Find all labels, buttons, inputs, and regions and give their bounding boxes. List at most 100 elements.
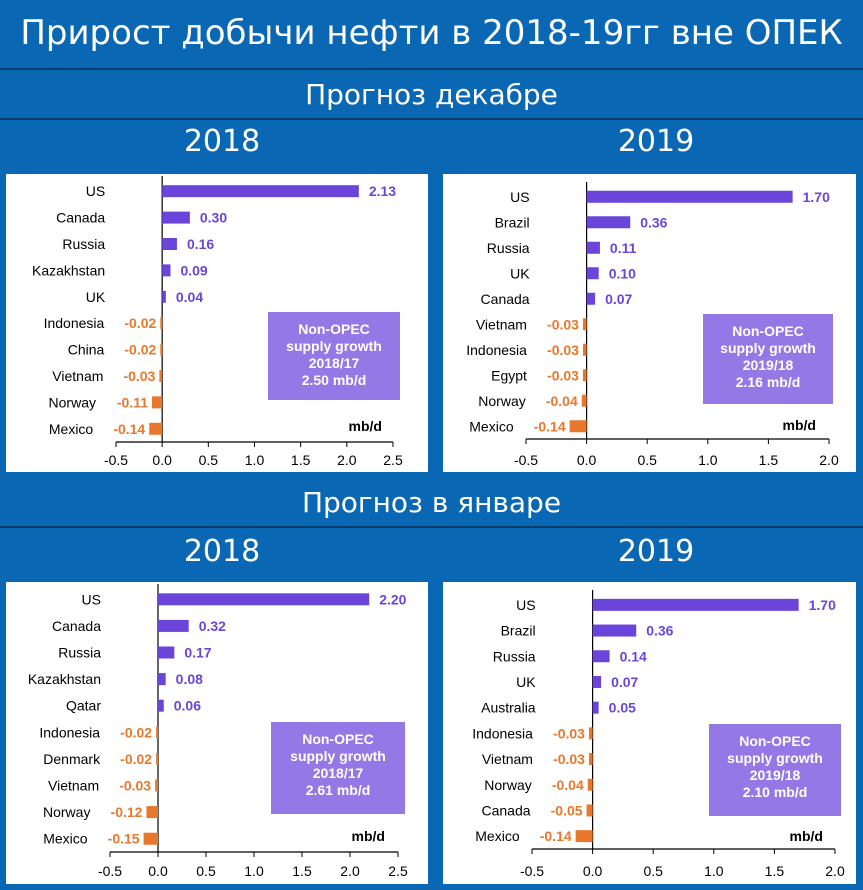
value-label: -0.14 (540, 828, 572, 844)
bar (158, 646, 175, 659)
x-tick-label: 1.0 (244, 863, 264, 879)
bar (162, 211, 190, 224)
value-label: 2.13 (369, 183, 396, 199)
bar (581, 394, 587, 407)
category-label: US (510, 189, 529, 205)
category-label: Russia (493, 648, 536, 664)
category-label: Brazil (495, 214, 530, 230)
bar (149, 422, 163, 435)
value-label: 0.32 (199, 618, 226, 634)
unit-label: mb/d (352, 828, 385, 844)
value-label: -0.04 (552, 777, 584, 793)
year-label-jan-2018: 2018 (183, 534, 261, 569)
value-label: -0.03 (553, 751, 585, 767)
bar (586, 190, 793, 203)
summary-box-line: 2.61 mb/d (306, 782, 371, 798)
summary-box-line: Non-OPEC (298, 321, 370, 337)
x-tick-label: 2.0 (825, 863, 845, 879)
category-label: Russia (62, 236, 105, 252)
value-label: -0.14 (534, 418, 566, 434)
category-label: Qatar (66, 698, 101, 714)
bar (588, 753, 593, 766)
value-label: -0.05 (551, 802, 583, 818)
bar (162, 264, 171, 277)
value-label: -0.02 (124, 342, 156, 358)
x-tick-label: -0.5 (514, 452, 538, 468)
year-label-jan-2019: 2019 (617, 534, 695, 569)
category-label: UK (86, 289, 106, 305)
x-tick-label: 2.5 (383, 452, 403, 468)
value-label: -0.03 (553, 725, 585, 741)
summary-box-line: 2.16 mb/d (736, 374, 801, 390)
category-label: Norway (43, 804, 90, 820)
value-label: 0.16 (187, 236, 214, 252)
category-label: Norway (478, 393, 525, 409)
value-label: -0.15 (108, 831, 140, 847)
bar (575, 830, 593, 843)
value-label: 2.20 (379, 591, 406, 607)
value-label: 0.04 (176, 289, 203, 305)
value-label: -0.02 (120, 751, 152, 767)
x-tick-label: 0.5 (196, 863, 216, 879)
section-header-december: Прогноз декабре (0, 72, 863, 120)
category-label: Kazakhstan (28, 671, 101, 687)
value-label: 0.11 (610, 240, 637, 256)
category-label: Brazil (501, 623, 536, 639)
x-tick-label: 1.0 (698, 452, 718, 468)
bar (158, 699, 164, 712)
bar (586, 292, 596, 305)
year-label-dec-2019: 2019 (617, 124, 695, 159)
x-tick-label: -0.5 (520, 863, 544, 879)
value-label: -0.02 (120, 724, 152, 740)
category-label: Indonesia (472, 725, 533, 741)
chart-jan-2018: Non-OPEC supply growth 2018/17 2.61 mb/d -0.… (6, 582, 428, 884)
page-title: Прирост добычи нефти в 2018-19гг вне ОПЕ… (0, 0, 863, 70)
bar (158, 619, 189, 632)
summary-box-line: 2018/17 (309, 355, 360, 371)
category-label: US (86, 183, 105, 199)
category-label: Denmark (43, 751, 101, 767)
bar (592, 701, 599, 714)
bar (582, 318, 587, 331)
bar (162, 238, 177, 250)
bar (592, 675, 602, 688)
category-label: Canada (52, 618, 101, 634)
category-label: Norway (49, 394, 96, 410)
x-tick-label: 0.0 (577, 452, 597, 468)
year-label-dec-2018: 2018 (183, 124, 261, 159)
category-label: Vietnam (52, 368, 103, 384)
bar (586, 804, 593, 817)
category-label: Russia (58, 645, 101, 661)
bar (586, 216, 631, 229)
chart-dec-2019: Non-OPEC supply growth 2019/18 2.16 mb/d -0.… (443, 174, 856, 472)
summary-box-line: 2019/18 (750, 767, 801, 783)
category-label: Indonesia (466, 342, 527, 358)
summary-box-line: supply growth (727, 750, 823, 766)
section-header-january: Прогноз в январе (0, 480, 863, 528)
value-label: -0.04 (546, 393, 578, 409)
value-label: 0.07 (611, 674, 638, 690)
x-tick-label: 2.0 (337, 452, 357, 468)
x-tick-label: 0.5 (199, 452, 219, 468)
category-label: China (68, 342, 105, 358)
value-label: -0.11 (117, 394, 148, 410)
value-label: -0.14 (113, 421, 145, 437)
bar (160, 317, 163, 330)
summary-box-line: Non-OPEC (302, 731, 374, 747)
value-label: 0.08 (176, 671, 203, 687)
summary-box (703, 314, 833, 404)
category-label: Canada (481, 291, 530, 307)
value-label: 0.06 (174, 698, 201, 714)
category-label: Indonesia (39, 724, 100, 740)
category-label: Vietnam (476, 316, 527, 332)
x-tick-label: 0.0 (583, 863, 603, 879)
bar (586, 241, 600, 254)
value-label: 1.70 (809, 597, 836, 613)
category-label: Indonesia (44, 315, 105, 331)
bar (569, 420, 587, 433)
category-label: Australia (481, 700, 536, 716)
bar (162, 185, 359, 198)
summary-box-line: supply growth (720, 340, 816, 356)
